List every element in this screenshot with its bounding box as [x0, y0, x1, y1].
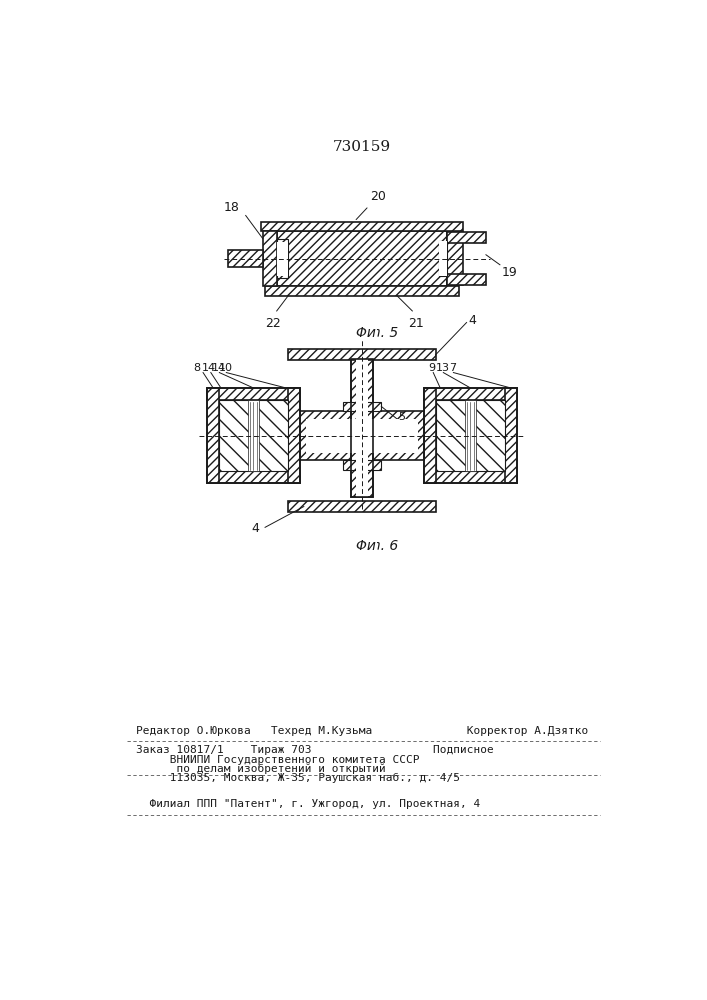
Bar [288, 349, 436, 360]
Text: 22: 22 [265, 317, 281, 330]
Bar [306, 419, 418, 453]
Bar [207, 388, 300, 483]
Bar [440, 241, 448, 276]
Bar [219, 400, 288, 471]
Bar [300, 411, 424, 460]
Bar [263, 231, 276, 286]
Text: 8: 8 [194, 363, 201, 373]
Bar [207, 471, 300, 483]
Text: Заказ 10817/1    Тираж 703                  Подписное: Заказ 10817/1 Тираж 703 Подписное [136, 745, 494, 755]
Bar [261, 222, 462, 231]
Text: Филиал ППП "Патент", г. Ужгород, ул. Проектная, 4: Филиал ППП "Патент", г. Ужгород, ул. Про… [136, 799, 481, 809]
Bar [288, 388, 300, 483]
Text: 10: 10 [218, 363, 233, 373]
Bar [343, 402, 381, 411]
Text: 13: 13 [436, 363, 450, 373]
Bar [288, 501, 436, 512]
Text: 5: 5 [398, 412, 405, 422]
Bar [276, 239, 288, 278]
Bar [424, 388, 436, 483]
Text: по делам изобретений и открытий: по делам изобретений и открытий [136, 764, 386, 774]
Bar [448, 274, 486, 285]
Bar [424, 471, 517, 483]
Text: 14: 14 [202, 363, 216, 373]
Bar [276, 231, 448, 286]
Bar [440, 241, 448, 276]
Bar [265, 286, 459, 296]
Bar [248, 400, 259, 471]
Text: 4: 4 [468, 314, 476, 327]
Text: Φи℩. 5: Φи℩. 5 [356, 326, 399, 340]
Bar [448, 232, 462, 285]
Bar [448, 232, 486, 243]
Text: 20: 20 [356, 190, 385, 220]
Text: ВНИИПИ Государственного комитета СССР: ВНИИПИ Государственного комитета СССР [136, 755, 420, 765]
Text: Φи℩. 6: Φи℩. 6 [356, 539, 399, 553]
Text: 19: 19 [501, 266, 518, 279]
Bar [207, 388, 300, 400]
Text: 4: 4 [251, 522, 259, 535]
Text: 113035, Москва, Ж-35, Раушская наб., д. 4/5: 113035, Москва, Ж-35, Раушская наб., д. … [136, 773, 460, 783]
Text: 18: 18 [223, 201, 240, 214]
Bar [228, 250, 263, 267]
Text: 7: 7 [449, 363, 456, 373]
Bar [356, 359, 368, 497]
Text: 14: 14 [211, 363, 226, 373]
Bar [207, 388, 219, 483]
Bar [465, 400, 476, 471]
Bar [505, 388, 517, 483]
Bar [343, 460, 381, 470]
Text: 21: 21 [409, 317, 424, 330]
Text: Редактор О.Юркова   Техред М.Кузьма              Корректор А.Дзятко: Редактор О.Юркова Техред М.Кузьма Коррек… [136, 726, 589, 736]
Bar [436, 400, 505, 471]
Bar [424, 388, 517, 483]
Bar [351, 359, 373, 497]
Text: 730159: 730159 [333, 140, 391, 154]
Bar [276, 242, 288, 276]
Text: 9: 9 [428, 363, 436, 373]
Bar [351, 359, 373, 497]
Bar [424, 388, 517, 400]
